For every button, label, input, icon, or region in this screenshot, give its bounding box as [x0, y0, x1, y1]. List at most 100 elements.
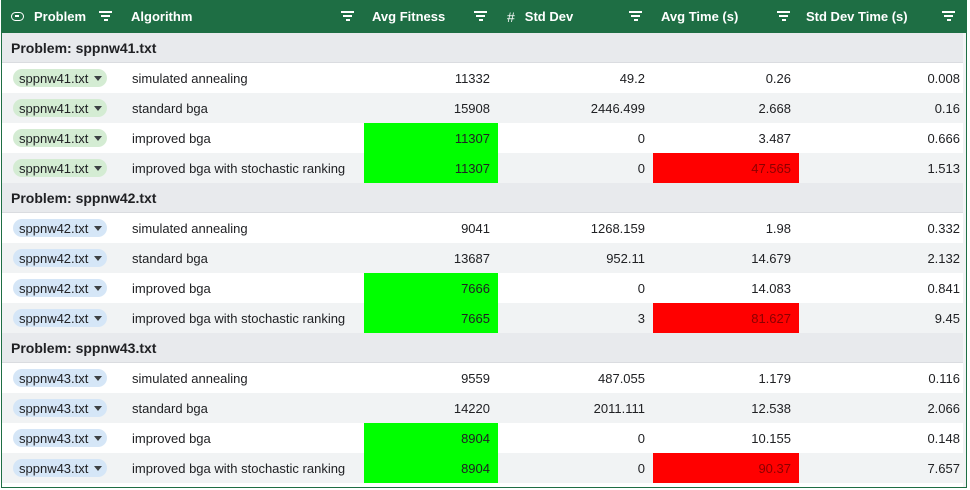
table-row[interactable]: sppnw43.txt improved bga 8904 0 10.155 0.148 [2, 423, 966, 453]
table-row[interactable]: sppnw41.txt simulated annealing 11332 49.2 0… [2, 63, 966, 93]
chevron-down-icon[interactable] [94, 105, 103, 111]
cell-avg-fitness[interactable]: 15908 [364, 93, 498, 123]
table-row[interactable]: sppnw42.txt improved bga with stochastic … [2, 303, 966, 333]
table-row[interactable]: sppnw42.txt improved bga 7666 0 14.083 0.841 [2, 273, 966, 303]
cell-problem[interactable]: sppnw42.txt [2, 213, 126, 243]
cell-avg-time[interactable]: 0.26 [653, 63, 799, 93]
cell-avg-time[interactable]: 14.083 [653, 273, 799, 303]
cell-algorithm[interactable]: standard bga [126, 93, 364, 123]
cell-algorithm[interactable]: improved bga [126, 123, 364, 153]
column-header-avg-time[interactable]: Avg Time (s) [661, 0, 796, 33]
column-header-std-dev[interactable]: # Std Dev [507, 0, 652, 33]
cell-avg-fitness[interactable]: 13687 [364, 243, 498, 273]
chevron-down-icon[interactable] [94, 255, 103, 261]
chevron-down-icon[interactable] [94, 375, 103, 381]
cell-algorithm[interactable]: improved bga with stochastic ranking [126, 153, 364, 183]
table-row[interactable]: sppnw43.txt improved bga with stochastic … [2, 453, 966, 483]
cell-algorithm[interactable]: simulated annealing [126, 63, 364, 93]
chevron-down-icon[interactable] [94, 165, 103, 171]
group-header-row[interactable]: Problem: sppnw42.txt [2, 183, 966, 213]
problem-chip[interactable]: sppnw43.txt [13, 429, 108, 447]
cell-std-dev[interactable]: 0 [498, 273, 653, 303]
table-row[interactable]: sppnw41.txt standard bga 15908 2446.499 2.66… [2, 93, 966, 123]
column-header-problem[interactable]: Problem [11, 0, 119, 33]
cell-std-dev[interactable]: 487.055 [498, 363, 653, 393]
chevron-down-icon[interactable] [94, 435, 103, 441]
cell-avg-time[interactable]: 10.155 [653, 423, 799, 453]
column-header-avg-fitness[interactable]: Avg Fitness [372, 0, 492, 33]
filter-icon[interactable] [629, 10, 642, 22]
column-header-algorithm[interactable]: Algorithm [131, 0, 361, 33]
filter-icon[interactable] [777, 10, 790, 22]
cell-std-dev-time[interactable]: 2.132 [799, 243, 966, 273]
problem-chip[interactable]: sppnw42.txt [13, 249, 108, 267]
problem-chip[interactable]: sppnw42.txt [13, 309, 108, 327]
chevron-down-icon[interactable] [94, 315, 103, 321]
chevron-down-icon[interactable] [94, 225, 103, 231]
cell-avg-fitness-best[interactable]: 11307 [364, 123, 498, 153]
chevron-down-icon[interactable] [94, 285, 103, 291]
cell-std-dev[interactable]: 3 [498, 303, 653, 333]
cell-problem[interactable]: sppnw43.txt [2, 423, 126, 453]
cell-algorithm[interactable]: standard bga [126, 393, 364, 423]
table-row[interactable]: sppnw41.txt improved bga 11307 0 3.487 0.666 [2, 123, 966, 153]
cell-std-dev-time[interactable]: 2.066 [799, 393, 966, 423]
cell-avg-time[interactable]: 3.487 [653, 123, 799, 153]
filter-icon[interactable] [341, 10, 354, 22]
chevron-down-icon[interactable] [94, 135, 103, 141]
cell-avg-time[interactable]: 14.679 [653, 243, 799, 273]
cell-avg-time-worst[interactable]: 90.37 [653, 453, 799, 483]
group-header-row[interactable]: Problem: sppnw43.txt [2, 333, 966, 363]
cell-std-dev[interactable]: 2446.499 [498, 93, 653, 123]
cell-std-dev-time[interactable]: 0.841 [799, 273, 966, 303]
cell-avg-fitness[interactable]: 11332 [364, 63, 498, 93]
cell-std-dev-time[interactable]: 7.657 [799, 453, 966, 483]
cell-std-dev[interactable]: 49.2 [498, 63, 653, 93]
cell-problem[interactable]: sppnw41.txt [2, 63, 126, 93]
cell-std-dev[interactable]: 2011.111 [498, 393, 653, 423]
cell-std-dev[interactable]: 952.11 [498, 243, 653, 273]
table-row[interactable]: sppnw41.txt improved bga with stochastic … [2, 153, 966, 183]
cell-avg-fitness[interactable]: 9041 [364, 213, 498, 243]
cell-algorithm[interactable]: improved bga [126, 423, 364, 453]
cell-avg-fitness[interactable]: 14220 [364, 393, 498, 423]
table-row[interactable]: sppnw42.txt standard bga 13687 952.11 14.679… [2, 243, 966, 273]
cell-problem[interactable]: sppnw43.txt [2, 393, 126, 423]
filter-icon[interactable] [99, 10, 112, 22]
cell-avg-time[interactable]: 1.98 [653, 213, 799, 243]
problem-chip[interactable]: sppnw41.txt [13, 69, 108, 87]
cell-algorithm[interactable]: simulated annealing [126, 213, 364, 243]
cell-std-dev-time[interactable]: 0.332 [799, 213, 966, 243]
chevron-down-icon[interactable] [94, 405, 103, 411]
cell-std-dev-time[interactable]: 1.513 [799, 153, 966, 183]
table-row[interactable]: sppnw42.txt simulated annealing 9041 1268.1… [2, 213, 966, 243]
cell-std-dev[interactable]: 0 [498, 453, 653, 483]
cell-std-dev-time[interactable]: 0.116 [799, 363, 966, 393]
cell-algorithm[interactable]: simulated annealing [126, 363, 364, 393]
scrollbar-track[interactable] [963, 33, 966, 487]
cell-avg-time-worst[interactable]: 47.565 [653, 153, 799, 183]
problem-chip[interactable]: sppnw43.txt [13, 369, 108, 387]
cell-algorithm[interactable]: standard bga [126, 243, 364, 273]
problem-chip[interactable]: sppnw41.txt [13, 99, 108, 117]
cell-avg-time[interactable]: 2.668 [653, 93, 799, 123]
cell-problem[interactable]: sppnw43.txt [2, 363, 126, 393]
problem-chip[interactable]: sppnw42.txt [13, 219, 108, 237]
cell-avg-fitness[interactable]: 9559 [364, 363, 498, 393]
cell-std-dev-time[interactable]: 0.148 [799, 423, 966, 453]
cell-std-dev[interactable]: 0 [498, 123, 653, 153]
cell-std-dev-time[interactable]: 9.45 [799, 303, 966, 333]
table-row[interactable]: sppnw43.txt simulated annealing 9559 487.05… [2, 363, 966, 393]
problem-chip[interactable]: sppnw41.txt [13, 159, 108, 177]
cell-problem[interactable]: sppnw41.txt [2, 123, 126, 153]
column-header-std-dev-time[interactable]: Std Dev Time (s) [806, 0, 964, 33]
cell-problem[interactable]: sppnw41.txt [2, 153, 126, 183]
cell-avg-time[interactable]: 12.538 [653, 393, 799, 423]
cell-std-dev[interactable]: 0 [498, 423, 653, 453]
cell-problem[interactable]: sppnw42.txt [2, 243, 126, 273]
filter-icon[interactable] [942, 10, 955, 22]
cell-std-dev[interactable]: 0 [498, 153, 653, 183]
cell-avg-time-worst[interactable]: 81.627 [653, 303, 799, 333]
cell-std-dev[interactable]: 1268.159 [498, 213, 653, 243]
chevron-down-icon[interactable] [94, 75, 103, 81]
